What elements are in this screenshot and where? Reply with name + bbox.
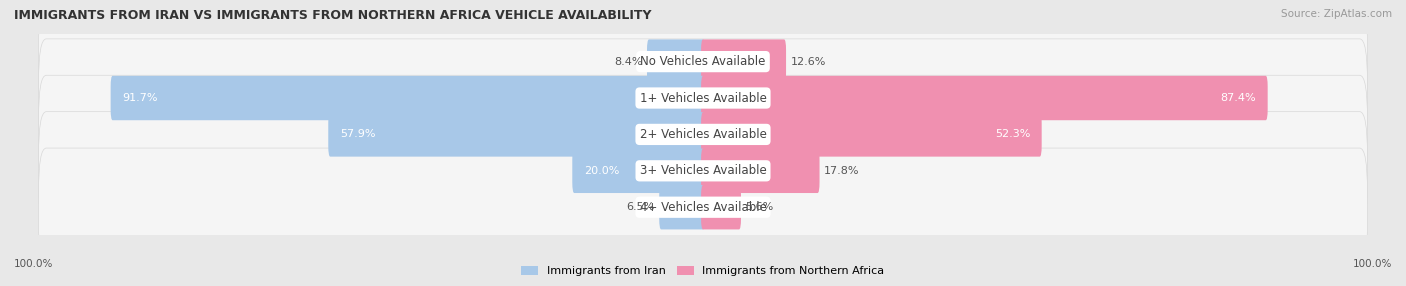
Legend: Immigrants from Iran, Immigrants from Northern Africa: Immigrants from Iran, Immigrants from No… — [517, 261, 889, 281]
FancyBboxPatch shape — [328, 112, 704, 157]
Text: 57.9%: 57.9% — [340, 130, 375, 139]
FancyBboxPatch shape — [38, 148, 1368, 266]
Text: 6.5%: 6.5% — [627, 202, 655, 212]
FancyBboxPatch shape — [702, 149, 820, 193]
FancyBboxPatch shape — [38, 75, 1368, 194]
FancyBboxPatch shape — [572, 149, 704, 193]
Text: 4+ Vehicles Available: 4+ Vehicles Available — [640, 201, 766, 214]
FancyBboxPatch shape — [38, 3, 1368, 121]
FancyBboxPatch shape — [702, 76, 1268, 120]
FancyBboxPatch shape — [702, 39, 786, 84]
Text: 100.0%: 100.0% — [1353, 259, 1392, 269]
FancyBboxPatch shape — [702, 185, 741, 229]
Text: 20.0%: 20.0% — [583, 166, 619, 176]
Text: 52.3%: 52.3% — [994, 130, 1031, 139]
Text: 100.0%: 100.0% — [14, 259, 53, 269]
Text: 5.6%: 5.6% — [745, 202, 773, 212]
FancyBboxPatch shape — [659, 185, 704, 229]
Text: 8.4%: 8.4% — [614, 57, 643, 67]
FancyBboxPatch shape — [702, 112, 1042, 157]
Text: 87.4%: 87.4% — [1220, 93, 1256, 103]
Text: 1+ Vehicles Available: 1+ Vehicles Available — [640, 92, 766, 104]
Text: 12.6%: 12.6% — [790, 57, 825, 67]
Text: 3+ Vehicles Available: 3+ Vehicles Available — [640, 164, 766, 177]
Text: IMMIGRANTS FROM IRAN VS IMMIGRANTS FROM NORTHERN AFRICA VEHICLE AVAILABILITY: IMMIGRANTS FROM IRAN VS IMMIGRANTS FROM … — [14, 9, 651, 21]
Text: Source: ZipAtlas.com: Source: ZipAtlas.com — [1281, 9, 1392, 19]
FancyBboxPatch shape — [111, 76, 704, 120]
Text: 91.7%: 91.7% — [122, 93, 157, 103]
Text: 17.8%: 17.8% — [824, 166, 859, 176]
FancyBboxPatch shape — [38, 39, 1368, 157]
FancyBboxPatch shape — [38, 112, 1368, 230]
FancyBboxPatch shape — [647, 39, 704, 84]
Text: No Vehicles Available: No Vehicles Available — [640, 55, 766, 68]
Text: 2+ Vehicles Available: 2+ Vehicles Available — [640, 128, 766, 141]
